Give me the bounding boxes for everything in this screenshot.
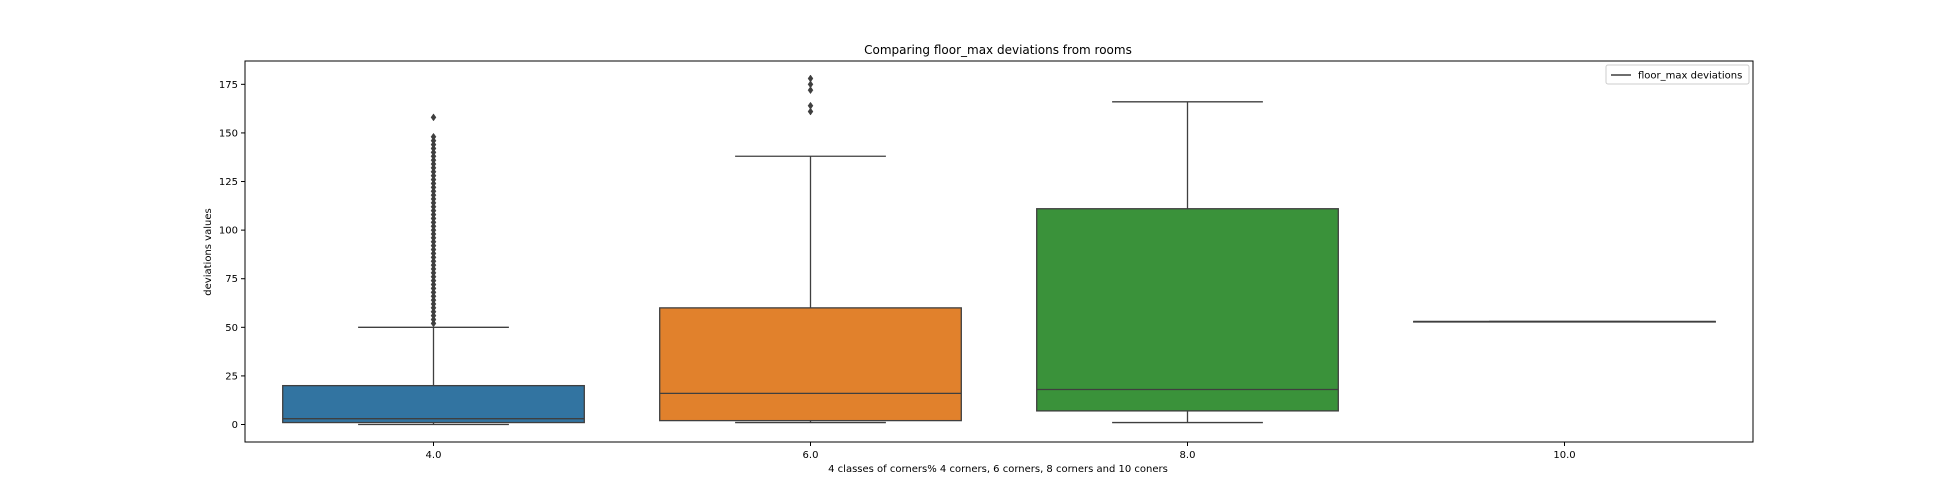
x-axis-label: 4 classes of corners% 4 corners, 6 corne…: [828, 464, 1168, 475]
plot-frame: [244, 60, 1754, 443]
x-tick-label: 6.0: [803, 450, 819, 461]
y-axis-label: deviations values: [203, 208, 214, 295]
outlier-point: [807, 80, 814, 89]
legend-label: floor_max deviations: [1638, 71, 1742, 82]
outlier-point: [430, 113, 437, 122]
outlier-point: [807, 74, 814, 83]
x-tick-label: 10.0: [1553, 450, 1575, 461]
y-tick-label: 25: [225, 371, 238, 382]
box-iqr: [282, 384, 585, 424]
y-tick-label: 0: [232, 420, 238, 431]
outlier-point: [807, 101, 814, 110]
y-tick-label: 50: [225, 323, 238, 334]
box-group-6-0: [659, 74, 962, 424]
box-group-8-0: [1036, 101, 1339, 424]
y-tick-label: 75: [225, 274, 238, 285]
outlier-point: [430, 132, 437, 141]
axes: 0 25 50 75 100 125 150 175 4.0 6.0 8.0 10.0: [219, 80, 1576, 461]
plot-area: [282, 74, 1716, 426]
y-tick-label: 100: [219, 226, 238, 237]
y-tick-label: 175: [219, 80, 238, 91]
box-iqr: [659, 307, 962, 422]
x-tick-label: 8.0: [1180, 450, 1196, 461]
legend-frame: [1605, 64, 1750, 85]
x-tick-label: 4.0: [426, 450, 442, 461]
box-group-4-0: [282, 113, 585, 426]
y-tick-label: 125: [219, 177, 238, 188]
legend: floor_max deviations: [1605, 64, 1750, 85]
outlier-point: [807, 86, 814, 95]
y-tick-label: 150: [219, 128, 238, 139]
outlier-point: [807, 107, 814, 116]
box-group-10-0: [1413, 320, 1716, 323]
chart-title: Comparing floor_max deviations from room…: [864, 43, 1132, 57]
box-iqr: [1036, 208, 1339, 412]
